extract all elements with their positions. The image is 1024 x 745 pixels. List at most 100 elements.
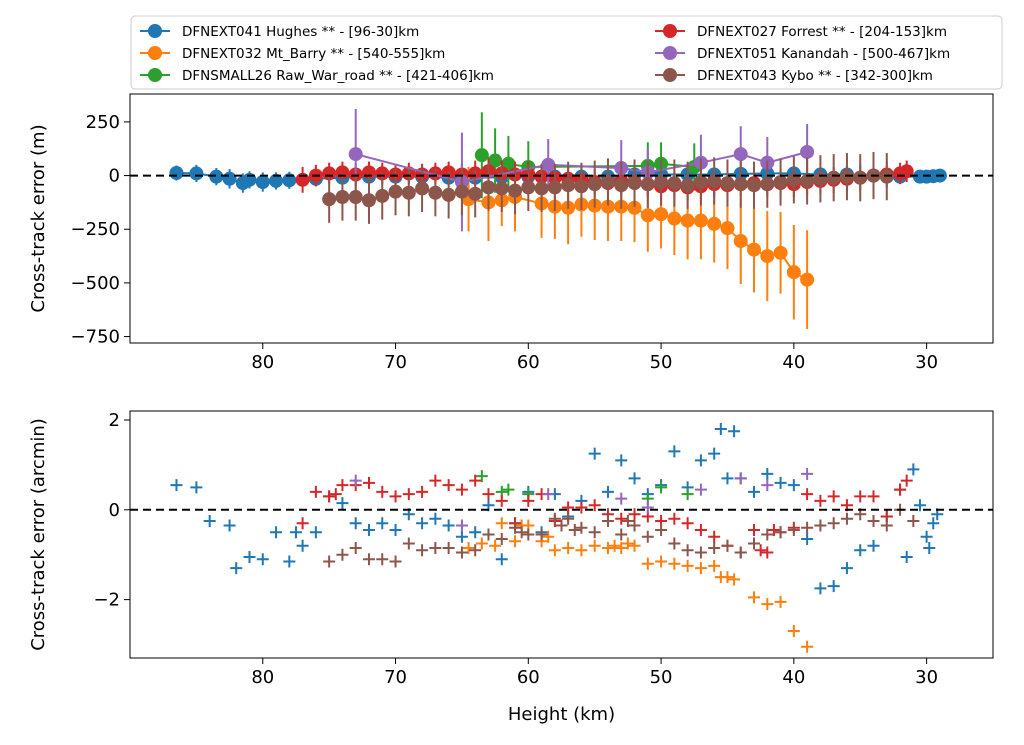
data-point xyxy=(455,483,468,496)
data-point xyxy=(694,483,707,496)
data-point xyxy=(481,180,496,195)
data-point xyxy=(282,173,297,188)
data-point xyxy=(289,526,302,539)
data-point xyxy=(760,177,775,192)
data-point xyxy=(462,541,475,554)
x-tick-label: 80 xyxy=(251,667,274,688)
data-point xyxy=(256,553,269,566)
data-point xyxy=(667,176,682,191)
data-point xyxy=(482,488,495,501)
data-point xyxy=(376,517,389,530)
data-point xyxy=(867,539,880,552)
data-point xyxy=(562,541,575,554)
data-point xyxy=(627,200,642,215)
data-point xyxy=(429,474,442,487)
data-point xyxy=(655,524,668,537)
series-0 xyxy=(170,422,944,595)
data-point xyxy=(907,463,920,476)
data-point xyxy=(761,598,774,611)
data-point xyxy=(209,169,224,184)
data-point xyxy=(800,272,815,287)
data-point xyxy=(694,524,707,537)
data-point xyxy=(854,544,867,557)
top-panel: 80 70 60 50 40 30 250 0 −250 −500 −750 Cross-track … xyxy=(28,93,994,373)
data-point xyxy=(588,539,601,552)
data-point xyxy=(801,521,814,534)
data-point xyxy=(826,170,841,185)
data-point xyxy=(522,528,535,541)
data-point xyxy=(442,519,455,532)
legend-label: DFNEXT032 Mt_Barry ** - [540-555]km xyxy=(182,46,445,62)
data-point xyxy=(800,173,815,188)
data-point xyxy=(255,175,270,190)
data-point xyxy=(468,186,483,201)
data-point xyxy=(376,485,389,498)
data-point xyxy=(243,550,256,563)
data-point xyxy=(627,176,642,191)
x-tick-label: 60 xyxy=(517,667,540,688)
legend-label: DFNSMALL26 Raw_War_road ** - [421-406]km xyxy=(182,68,494,84)
data-point xyxy=(774,526,787,539)
data-point xyxy=(787,479,800,492)
legend-entry: DFNEXT027 Forrest ** - [204-153]km xyxy=(655,24,947,40)
x-axis-label: Height (km) xyxy=(508,704,615,725)
data-point xyxy=(707,216,722,231)
legend-marker xyxy=(663,68,677,82)
data-point xyxy=(376,553,389,566)
legend-marker xyxy=(148,46,162,60)
series-4 xyxy=(349,467,814,532)
data-point xyxy=(748,537,761,550)
data-point xyxy=(309,526,322,539)
data-point xyxy=(475,470,488,483)
data-point xyxy=(615,528,628,541)
data-point xyxy=(495,553,508,566)
x-tick-label: 60 xyxy=(517,352,540,373)
data-point xyxy=(401,185,416,200)
data-point xyxy=(574,179,589,194)
data-point xyxy=(474,148,489,163)
data-point xyxy=(621,537,634,550)
y-tick-label: −250 xyxy=(71,219,120,240)
data-point xyxy=(322,166,337,181)
data-point xyxy=(760,249,775,264)
data-point xyxy=(269,173,284,188)
legend-label: DFNEXT041 Hughes ** - [96-30]km xyxy=(182,24,419,40)
data-point xyxy=(628,519,641,532)
data-point xyxy=(495,517,508,530)
data-point xyxy=(733,234,748,249)
series-5 xyxy=(323,503,920,568)
data-point xyxy=(721,539,734,552)
legend-box xyxy=(130,15,1003,90)
legend-entry: DFNEXT051 Kanandah - [500-467]km xyxy=(655,46,950,62)
data-point xyxy=(270,526,283,539)
data-point xyxy=(169,165,184,180)
data-point xyxy=(575,501,588,514)
data-point xyxy=(853,170,868,185)
data-point xyxy=(296,539,309,552)
y-tick-label: −500 xyxy=(71,273,120,294)
data-point xyxy=(362,553,375,566)
data-point xyxy=(575,544,588,557)
data-point xyxy=(728,425,741,438)
series-3 xyxy=(296,474,913,559)
legend: DFNEXT041 Hughes ** - [96-30]km DFNEXT032… xyxy=(130,15,1003,90)
data-point xyxy=(535,528,548,541)
data-point xyxy=(402,488,415,501)
data-point xyxy=(309,485,322,498)
data-point xyxy=(733,147,748,162)
data-point xyxy=(489,539,502,552)
data-point xyxy=(840,562,853,575)
data-point xyxy=(734,546,747,559)
data-point xyxy=(348,190,363,205)
data-point xyxy=(375,188,390,203)
data-point xyxy=(654,207,669,222)
data-point xyxy=(708,530,721,543)
x-tick-label: 40 xyxy=(782,667,805,688)
x-tick-label: 30 xyxy=(915,352,938,373)
data-point xyxy=(654,175,669,190)
data-point xyxy=(693,175,708,190)
data-point xyxy=(827,490,840,503)
data-point xyxy=(562,512,575,525)
